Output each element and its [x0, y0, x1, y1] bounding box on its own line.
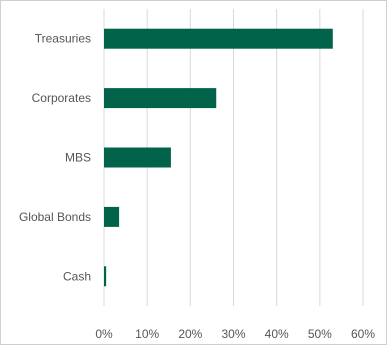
x-tick-label: 10% [135, 327, 159, 341]
category-label: Treasuries [35, 32, 91, 46]
x-tick-labels: 0% 10% 20% 30% 40% 50% 60% [95, 327, 375, 341]
category-label: Global Bonds [19, 210, 91, 224]
category-label: Corporates [32, 91, 91, 105]
category-label: MBS [65, 151, 91, 165]
category-label: Cash [63, 269, 91, 283]
grid-lines [103, 9, 364, 306]
category-labels: Treasuries Corporates MBS Global Bonds Cash [19, 32, 91, 284]
bar-corporates [104, 88, 217, 109]
bar-cash [104, 266, 107, 287]
x-tick-label: 60% [351, 327, 375, 341]
x-tick-label: 0% [95, 327, 113, 341]
x-tick-label: 50% [308, 327, 332, 341]
bar-global-bonds [104, 206, 120, 227]
bars [104, 28, 333, 287]
bar-treasuries [104, 28, 333, 49]
x-tick-label: 20% [178, 327, 202, 341]
x-tick-label: 40% [265, 327, 289, 341]
x-tick-label: 30% [221, 327, 245, 341]
bar-mbs [104, 147, 171, 168]
chart-frame: Treasuries Corporates MBS Global Bonds Cash … [0, 0, 387, 345]
